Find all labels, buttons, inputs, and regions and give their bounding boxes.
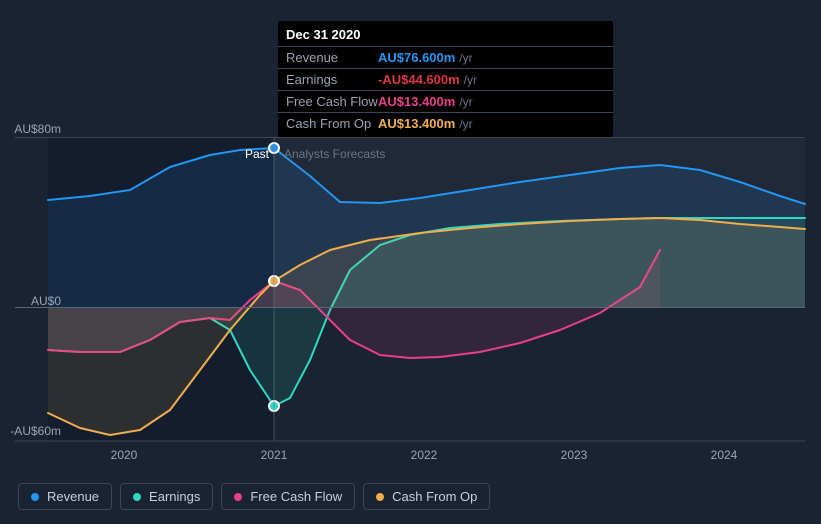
legend-label: Revenue <box>47 489 99 504</box>
tooltip-value: -AU$44.600m <box>378 72 460 87</box>
chart-tooltip: Dec 31 2020 Revenue AU$76.600m /yr Earni… <box>278 21 613 137</box>
legend-label: Free Cash Flow <box>250 489 342 504</box>
x-tick-label: 2022 <box>411 448 438 462</box>
x-tick-label: 2021 <box>261 448 288 462</box>
tooltip-date: Dec 31 2020 <box>278 21 613 47</box>
x-tick-label: 2024 <box>711 448 738 462</box>
tooltip-row-cfo: Cash From Op AU$13.400m /yr <box>278 113 613 137</box>
legend-dot-icon <box>31 493 39 501</box>
tooltip-row-earnings: Earnings -AU$44.600m /yr <box>278 69 613 91</box>
legend-item-earnings[interactable]: Earnings <box>120 483 213 510</box>
tooltip-row-fcf: Free Cash Flow AU$13.400m /yr <box>278 91 613 113</box>
legend-dot-icon <box>234 493 242 501</box>
past-label: Past <box>245 147 269 161</box>
y-tick-label: AU$80m <box>1 122 61 136</box>
tooltip-value: AU$13.400m <box>378 94 455 109</box>
tooltip-row-revenue: Revenue AU$76.600m /yr <box>278 47 613 69</box>
legend-dot-icon <box>133 493 141 501</box>
legend-item-fcf[interactable]: Free Cash Flow <box>221 483 355 510</box>
tooltip-label: Cash From Op <box>286 116 378 131</box>
tooltip-label: Revenue <box>286 50 378 65</box>
tooltip-unit: /yr <box>464 73 477 87</box>
y-tick-label: AU$0 <box>1 294 61 308</box>
x-tick-label: 2020 <box>111 448 138 462</box>
chart-legend: Revenue Earnings Free Cash Flow Cash Fro… <box>18 483 490 510</box>
tooltip-unit: /yr <box>459 117 472 131</box>
legend-dot-icon <box>376 493 384 501</box>
x-tick-label: 2023 <box>561 448 588 462</box>
legend-item-cfo[interactable]: Cash From Op <box>363 483 490 510</box>
gridline-0 <box>15 307 805 308</box>
tooltip-value: AU$76.600m <box>378 50 455 65</box>
tooltip-label: Free Cash Flow <box>286 94 378 109</box>
legend-label: Earnings <box>149 489 200 504</box>
tooltip-unit: /yr <box>459 51 472 65</box>
forecast-label: Analysts Forecasts <box>284 147 385 161</box>
y-tick-label: -AU$60m <box>1 424 61 438</box>
tooltip-value: AU$13.400m <box>378 116 455 131</box>
gridline-80 <box>15 137 805 138</box>
legend-item-revenue[interactable]: Revenue <box>18 483 112 510</box>
legend-label: Cash From Op <box>392 489 477 504</box>
financials-chart: AU$80m AU$0 -AU$60m 2020 2021 2022 2023 … <box>0 0 821 524</box>
tooltip-label: Earnings <box>286 72 378 87</box>
tooltip-unit: /yr <box>459 95 472 109</box>
